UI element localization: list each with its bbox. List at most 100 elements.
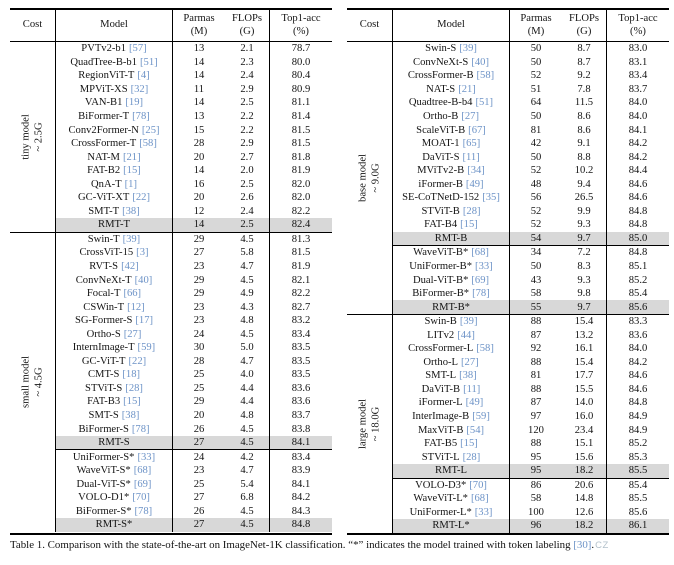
citation-link[interactable]: [15] <box>460 219 478 231</box>
citation-link[interactable]: [78] <box>131 423 150 435</box>
model-cell: UniFormer-S* [33] <box>56 450 173 464</box>
top1-cell: 84.6 <box>606 177 669 192</box>
citation-link[interactable]: [11] <box>462 151 480 163</box>
citation-link[interactable]: [44] <box>457 329 475 341</box>
citation-link[interactable]: [35] <box>482 192 500 204</box>
citation-link[interactable]: [49] <box>465 397 484 409</box>
citation-link[interactable]: [38] <box>122 205 140 217</box>
citation-link[interactable]: [33] <box>137 451 156 463</box>
model-name: WaveViT-S* <box>76 465 131 477</box>
citation-link[interactable]: [21] <box>122 151 141 163</box>
citation-link[interactable]: [15] <box>460 438 478 450</box>
citation-link[interactable]: [39] <box>459 316 478 328</box>
flops-cell: 2.0 <box>240 165 254 177</box>
citation-link[interactable]: [68] <box>471 247 489 259</box>
params-cell: 87 <box>530 397 542 409</box>
flops-cell: 16.1 <box>574 343 594 355</box>
citation-link[interactable]: [38] <box>121 410 140 422</box>
flops-cell: 4.5 <box>240 274 254 286</box>
params-cell: 34 <box>530 247 542 259</box>
citation-link[interactable]: [59] <box>472 411 490 423</box>
flops-cell: 2.9 <box>240 138 254 150</box>
model-cell: UniFormer-B* [33] <box>393 259 510 274</box>
table-row: ScaleViT-B [67] 81 8.6 84.1 <box>393 123 669 137</box>
citation-link[interactable]: [15] <box>123 165 141 177</box>
citation-link[interactable]: [3] <box>136 247 149 259</box>
flops-cell: 15.4 <box>574 356 594 368</box>
citation-link[interactable]: [69] <box>133 478 152 490</box>
citation-link[interactable]: [68] <box>133 465 152 477</box>
citation-link[interactable]: [69] <box>471 274 490 286</box>
citation-link[interactable]: [4] <box>137 70 150 82</box>
citation-link[interactable]: [51] <box>475 97 494 109</box>
citation-link[interactable]: [21] <box>458 83 476 95</box>
citation-link[interactable]: [68] <box>470 493 489 505</box>
citation-link[interactable]: [27] <box>123 328 142 340</box>
citation-link[interactable]: [33] <box>474 506 493 518</box>
citation-link[interactable]: [58] <box>476 343 494 355</box>
citation-link[interactable]: [42] <box>121 261 139 273</box>
citation-link[interactable]: [27] <box>461 111 479 122</box>
citation-link[interactable]: [11] <box>463 383 481 395</box>
params-cell: 50 <box>530 261 542 273</box>
col-header-params: Parmas (M) <box>510 10 562 41</box>
citation-link[interactable]: [32] <box>130 83 149 95</box>
citation-link[interactable]: [54] <box>466 424 485 436</box>
citation-link[interactable]: [70] <box>469 479 487 491</box>
model-cell: RMT-L <box>393 463 510 478</box>
citation-link[interactable]: [58] <box>476 70 495 82</box>
flops-cell: 2.2 <box>240 111 254 122</box>
table-row: WaveViT-B* [68] 34 7.2 84.8 <box>393 246 669 260</box>
citation-link[interactable]: [17] <box>135 315 154 327</box>
citation-link[interactable]: [27] <box>461 356 479 368</box>
citation-link[interactable]: [12] <box>127 301 145 313</box>
flops-cell: 2.3 <box>240 56 254 68</box>
citation-link[interactable]: [18] <box>122 369 141 381</box>
top1-cell: 84.2 <box>269 491 332 505</box>
model-cell: CrossFormer-B [58] <box>393 69 510 83</box>
citation-link[interactable]: [25] <box>141 124 160 136</box>
citation-link[interactable]: [28] <box>125 382 143 394</box>
citation-link[interactable]: [78] <box>134 505 153 517</box>
citation-link[interactable]: [58] <box>139 138 157 150</box>
citation-link[interactable]: [15] <box>123 396 141 408</box>
citation-link[interactable]: [39] <box>459 43 477 55</box>
citation-link[interactable]: [51] <box>140 56 158 68</box>
citation-link[interactable]: [1] <box>124 178 137 190</box>
citation-link[interactable]: [78] <box>132 111 150 122</box>
citation-link[interactable]: [65] <box>462 138 481 150</box>
citation-link[interactable]: [28] <box>462 451 481 463</box>
citation-link[interactable]: [67] <box>468 124 486 136</box>
top1-cell: 85.5 <box>606 463 669 478</box>
model-cell: SMT-T [38] <box>56 204 173 219</box>
top1-cell: 83.1 <box>606 55 669 70</box>
top1-cell: 85.6 <box>606 300 669 314</box>
citation-link[interactable]: [39] <box>122 233 141 245</box>
citation-link[interactable]: [40] <box>471 56 489 68</box>
citation-link[interactable]: [57] <box>129 43 147 55</box>
citation-link[interactable]: [49] <box>465 178 484 190</box>
top1-cell: 84.1 <box>269 435 332 450</box>
params-cell: 26 <box>193 505 205 517</box>
top1-cell: 81.9 <box>269 163 332 178</box>
citation-link[interactable]: [22] <box>132 192 150 204</box>
citation-link[interactable]: [78] <box>472 288 490 300</box>
top1-cell: 84.6 <box>606 382 669 397</box>
citation-link[interactable]: [30] <box>573 539 592 551</box>
table-row: Swin-S [39] 50 8.7 83.0 <box>393 42 669 56</box>
citation-link[interactable]: [33] <box>475 261 493 273</box>
citation-link[interactable]: [59] <box>137 342 156 354</box>
citation-link[interactable]: [34] <box>467 165 485 177</box>
citation-link[interactable]: [38] <box>459 370 477 382</box>
model-name: NAT-S <box>426 83 456 95</box>
citation-link[interactable]: [40] <box>134 274 153 286</box>
citation-link[interactable]: [19] <box>125 97 144 109</box>
top1-cell: 81.9 <box>269 259 332 274</box>
table-row: GC-ViT-T [22] 28 4.7 83.5 <box>56 354 332 369</box>
model-cell: BiFormer-S* [78] <box>56 504 173 519</box>
citation-link[interactable]: [22] <box>128 355 147 367</box>
top1-cell: 83.2 <box>269 313 332 328</box>
citation-link[interactable]: [28] <box>462 205 481 217</box>
citation-link[interactable]: [66] <box>123 288 142 300</box>
citation-link[interactable]: [70] <box>132 492 150 504</box>
